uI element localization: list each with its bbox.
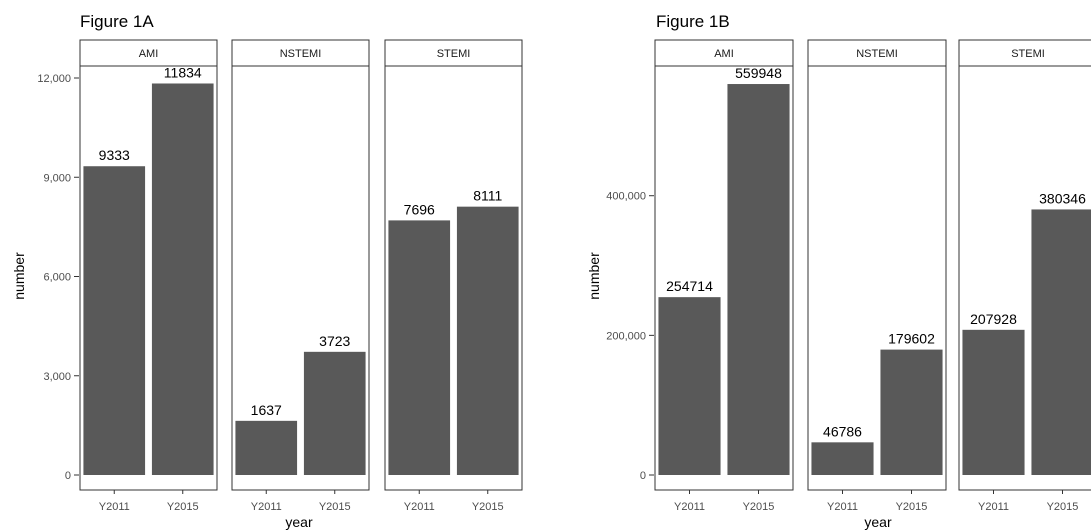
x-tick-label: Y2011 [978, 501, 1009, 513]
facet-panel [79, 65, 218, 491]
facet-strip [807, 39, 947, 67]
bar [658, 297, 721, 475]
figure-1b: Figure 1B number year 0 200,000 400,000 AMI… [586, 12, 1091, 530]
x-tick-label: Y2015 [319, 501, 351, 513]
x-tick-label: Y2015 [167, 501, 199, 513]
y-tick-label: 9,000 [43, 172, 71, 184]
bar [727, 84, 790, 475]
y-tick-label: 6,000 [43, 272, 71, 284]
x-tick-label: Y2011 [99, 501, 130, 513]
bar-value-label: 254714 [666, 278, 713, 294]
figure-1b-x-axis-title: year [864, 514, 892, 530]
bar-value-label: 559948 [735, 65, 782, 81]
bar-value-label: 7696 [404, 201, 435, 217]
x-tick-label: Y2015 [896, 501, 928, 513]
facet-panel [654, 65, 794, 491]
x-tick-label: Y2015 [472, 501, 504, 513]
y-tick-label: 0 [65, 470, 71, 482]
figure-1a-y-axis-title: number [11, 252, 27, 300]
figure-1b-y-axis-title: number [586, 252, 602, 300]
facet-strip [231, 39, 370, 67]
bar-value-label: 380346 [1039, 190, 1086, 206]
x-tick-label: Y2011 [251, 501, 282, 513]
figure-1a-x-axis-title: year [285, 514, 313, 530]
facet-strip [79, 39, 218, 67]
facet-panel [384, 65, 523, 491]
bar-value-label: 207928 [970, 311, 1017, 327]
bar [388, 220, 451, 475]
x-tick-label: Y2011 [674, 501, 705, 513]
bar [235, 420, 298, 475]
figure-1b-title: Figure 1B [656, 12, 730, 31]
facet-strip-label: STEMI [437, 48, 471, 60]
bar-value-label: 11834 [164, 64, 202, 80]
figure-1a: Figure 1A number year 0 3,000 6,000 9,000 12… [11, 12, 523, 530]
y-tick-label: 3,000 [43, 371, 71, 383]
figure-1a-title: Figure 1A [80, 12, 154, 31]
y-tick-label: 400,000 [606, 191, 646, 203]
x-tick-label: Y2015 [1047, 501, 1079, 513]
bar [303, 351, 366, 475]
y-tick-label: 0 [640, 470, 646, 482]
facet-strip-label: NSTEMI [856, 48, 898, 60]
facet-strip-label: AMI [139, 48, 159, 60]
facet-strip-label: NSTEMI [280, 48, 322, 60]
bar [1031, 209, 1091, 475]
bar-value-label: 3723 [319, 333, 350, 349]
bar-value-label: 8111 [473, 188, 502, 204]
bar-value-label: 9333 [99, 147, 130, 163]
y-tick-label: 200,000 [606, 330, 646, 342]
facet-strip-label: STEMI [1011, 48, 1045, 60]
y-tick-label: 12,000 [37, 73, 71, 85]
bar [962, 329, 1025, 475]
bar-value-label: 1637 [251, 402, 282, 418]
facet-panel [958, 65, 1091, 491]
bar [83, 166, 146, 475]
bar [880, 349, 943, 475]
bar [151, 83, 214, 476]
x-tick-label: Y2011 [404, 501, 435, 513]
bar-value-label: 179602 [888, 331, 935, 347]
bar [811, 442, 874, 475]
x-tick-label: Y2015 [743, 501, 775, 513]
facet-strip [654, 39, 794, 67]
x-tick-label: Y2011 [827, 501, 858, 513]
bar [456, 206, 519, 476]
facet-strip [958, 39, 1091, 67]
facet-strip-label: AMI [714, 48, 734, 60]
bar-value-label: 46786 [823, 423, 862, 439]
facet-panel [807, 65, 947, 491]
facet-panel [231, 65, 370, 491]
